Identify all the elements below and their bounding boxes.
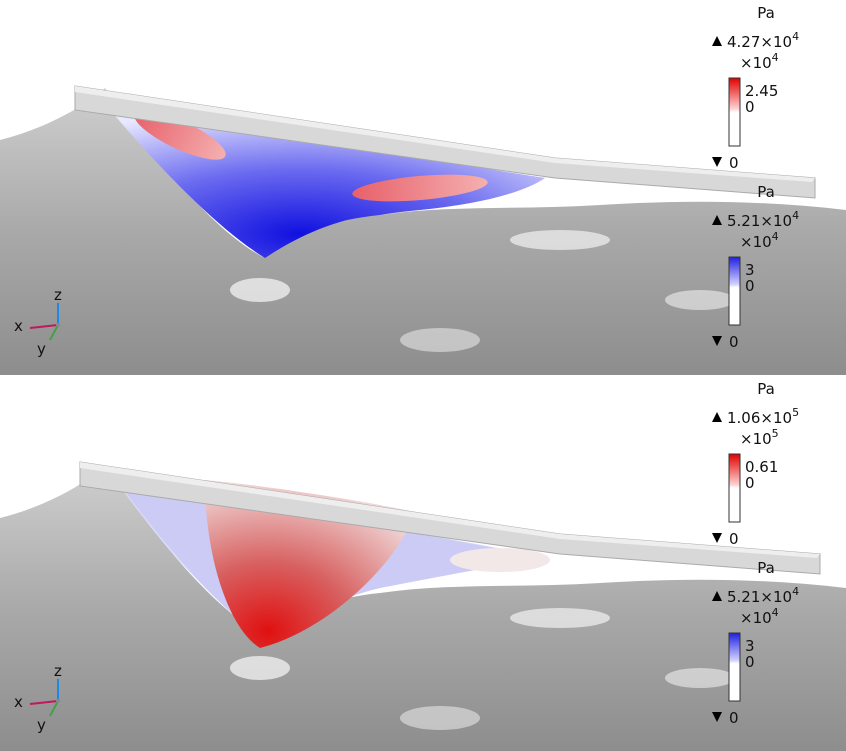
legend-scale-exponent: 5 [772, 427, 779, 440]
legend-max: 1.06×105 [727, 406, 799, 427]
legend-scale-exponent: 4 [772, 51, 779, 64]
legend-max: 5.21×104 [727, 209, 799, 230]
color-bar [729, 257, 740, 325]
color-bar-tick: 0 [745, 277, 755, 295]
legend-min: 0 [729, 154, 739, 172]
legend-max-exponent: 4 [792, 30, 799, 43]
axis-z-label: z [54, 286, 62, 304]
axis-origin [56, 323, 60, 327]
legend-max-base: 5.21×10 [727, 212, 792, 230]
axis-y-label: y [37, 340, 46, 358]
color-bar-tick: 0 [745, 98, 755, 116]
panel-bottom-render [0, 462, 846, 751]
legend-scale: ×104 [740, 51, 779, 72]
panel-top-render [0, 86, 846, 375]
legend-scale-exponent: 4 [772, 230, 779, 243]
page: Pa4.27×104×1042.4500Pa5.21×104×104300xyz… [0, 0, 846, 751]
legend-scale-base: ×10 [740, 233, 772, 251]
legend-max-exponent: 4 [792, 209, 799, 222]
legend-scale-base: ×10 [740, 54, 772, 72]
legend-max-base: 4.27×10 [727, 33, 792, 51]
legend-unit: Pa [757, 183, 775, 201]
simulation-view: Pa4.27×104×1042.4500Pa5.21×104×104300xyz… [0, 0, 846, 751]
color-bar-tick: 0 [745, 653, 755, 671]
legend-scale-base: ×10 [740, 609, 772, 627]
legend-min: 0 [729, 333, 739, 351]
legend-min: 0 [729, 530, 739, 548]
legend-max: 5.21×104 [727, 585, 799, 606]
max-triangle [712, 412, 722, 422]
legend-unit: Pa [757, 559, 775, 577]
legend-min: 0 [729, 709, 739, 727]
color-bar [729, 454, 740, 522]
color-bar-tick: 0 [745, 474, 755, 492]
axis-origin [56, 699, 60, 703]
min-triangle [712, 157, 722, 167]
legend-max-base: 5.21×10 [727, 588, 792, 606]
legend-max-base: 1.06×10 [727, 409, 792, 427]
color-bar [729, 633, 740, 701]
legend-scale-base: ×10 [740, 430, 772, 448]
legend-max-exponent: 5 [792, 406, 799, 419]
legend-unit: Pa [757, 380, 775, 398]
legend-unit: Pa [757, 4, 775, 22]
axis-x-label: x [14, 317, 23, 335]
axis-x-label: x [14, 693, 23, 711]
color-bar [729, 78, 740, 146]
min-triangle [712, 533, 722, 543]
axis-y-label: y [37, 716, 46, 734]
legend-scale: ×105 [740, 427, 779, 448]
max-triangle [712, 36, 722, 46]
legend-max-exponent: 4 [792, 585, 799, 598]
legend-max: 4.27×104 [727, 30, 799, 51]
axis-z-label: z [54, 662, 62, 680]
legend-scale-exponent: 4 [772, 606, 779, 619]
